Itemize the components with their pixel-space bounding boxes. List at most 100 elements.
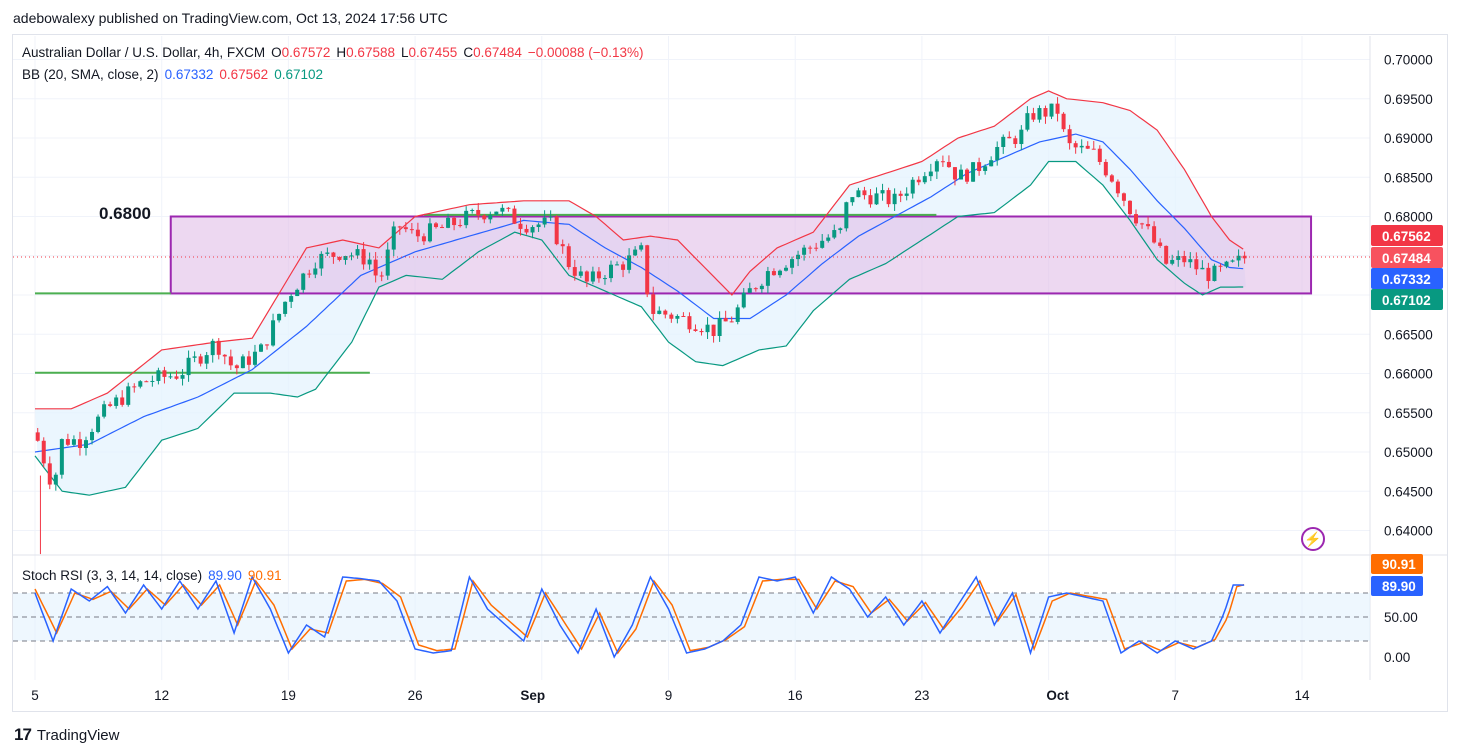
candle-body — [265, 344, 270, 346]
candle-body — [343, 256, 348, 260]
candle-body — [506, 207, 511, 209]
candle-body — [162, 370, 167, 377]
candle-body — [180, 375, 185, 379]
candle-body — [1152, 226, 1157, 243]
candle-body — [1146, 224, 1151, 227]
price-tick-label: 0.66500 — [1384, 327, 1433, 342]
candle-body — [1043, 108, 1048, 117]
candle-body — [313, 268, 318, 275]
time-tick-label: 16 — [788, 688, 803, 703]
candle-body — [814, 247, 819, 249]
candle-body — [476, 209, 481, 216]
price-axis-badge — [1371, 268, 1443, 289]
bb-upper-line — [35, 90, 1244, 410]
candle-body — [349, 255, 354, 257]
candle-body — [494, 211, 499, 215]
candle-body — [144, 381, 149, 383]
candle-body — [1013, 138, 1018, 145]
candle-body — [192, 356, 197, 358]
candle-body — [186, 357, 191, 376]
candle-body — [216, 340, 221, 355]
price-axis-badge-text: 0.67484 — [1382, 251, 1431, 266]
price-axis-badge-text: 0.67562 — [1382, 229, 1431, 244]
candle-body — [174, 376, 179, 379]
candle-body — [1224, 261, 1229, 267]
candle-body — [669, 314, 674, 319]
candle-body — [892, 193, 897, 205]
candle-body — [1218, 265, 1223, 267]
price-axis-badge — [1371, 247, 1443, 268]
candle-body — [1007, 136, 1012, 139]
candle-body — [355, 249, 360, 256]
candle-body — [289, 296, 294, 302]
high-label: H — [336, 45, 347, 60]
candle-body — [759, 285, 764, 290]
stoch-k-value: 89.90 — [208, 568, 242, 583]
candle-body — [452, 217, 457, 226]
ohlc-legend: Australian Dollar / U.S. Dollar, 4h, FXC… — [22, 45, 643, 60]
candle-body — [934, 161, 939, 172]
candle-body — [1061, 113, 1066, 130]
chart-frame — [12, 34, 1448, 712]
candle-body — [1049, 103, 1054, 117]
candle-body — [989, 160, 994, 167]
candle-body — [916, 179, 921, 183]
low-label: L — [400, 45, 409, 60]
time-tick-label: 9 — [665, 688, 673, 703]
price-axis-badge — [1371, 289, 1443, 310]
bb-basis-value: 0.67332 — [164, 67, 214, 82]
time-tick-label: 19 — [281, 688, 296, 703]
candle-body — [518, 223, 523, 229]
footer-brand[interactable]: 17 TradingView — [14, 725, 119, 745]
candle-body — [1103, 161, 1108, 176]
candle-body — [138, 381, 143, 387]
candle-body — [361, 249, 366, 265]
candle-body — [120, 397, 125, 405]
price-axis-badge-text: 0.67102 — [1382, 293, 1431, 308]
candle-body — [470, 209, 475, 211]
candle-body — [548, 216, 553, 218]
tradingview-logo-icon: 17 — [14, 725, 32, 744]
candle-body — [1031, 113, 1036, 120]
candle-body — [723, 317, 728, 322]
candle-body — [880, 190, 885, 194]
candle-body — [844, 202, 849, 229]
candle-body — [1073, 143, 1078, 148]
candle-body — [427, 223, 432, 242]
candle-body — [391, 226, 396, 250]
time-tick-label: 23 — [914, 688, 929, 703]
candle-body — [47, 463, 52, 485]
candle-body — [711, 324, 716, 337]
stoch-d-badge — [1371, 554, 1423, 574]
candle-body — [90, 431, 95, 441]
close-label: C — [463, 45, 474, 60]
open-label: O — [271, 45, 282, 60]
stoch-rsi-tick-label: 0.00 — [1384, 650, 1410, 665]
candle-body — [301, 273, 306, 290]
lightning-icon[interactable]: ⚡ — [1301, 527, 1325, 551]
candle-body — [1212, 265, 1217, 282]
symbol-title: Australian Dollar / U.S. Dollar, 4h, FXC… — [22, 45, 266, 60]
low-value: 0.67455 — [408, 45, 458, 60]
candle-body — [59, 439, 64, 475]
stoch-rsi-legend: Stoch RSI (3, 3, 14, 14, close) 89.90 90.9… — [22, 568, 282, 583]
candle-body — [1055, 103, 1060, 114]
stoch-rsi-label: Stoch RSI (3, 3, 14, 14, close) — [22, 568, 203, 583]
stoch-d-value: 90.91 — [247, 568, 282, 583]
candle-body — [168, 376, 173, 378]
candle-body — [681, 315, 686, 317]
candle-body — [1019, 129, 1024, 145]
candle-body — [898, 193, 903, 196]
candle-body — [995, 146, 1000, 161]
candle-body — [458, 225, 463, 227]
candle-body — [77, 439, 82, 448]
candle-body — [440, 227, 445, 229]
candle-body — [132, 386, 137, 388]
high-value: 0.67588 — [346, 45, 395, 60]
candle-body — [783, 267, 788, 271]
candle-body — [826, 237, 831, 241]
candle-body — [71, 439, 76, 445]
candle-body — [572, 267, 577, 276]
candle-body — [615, 264, 620, 266]
